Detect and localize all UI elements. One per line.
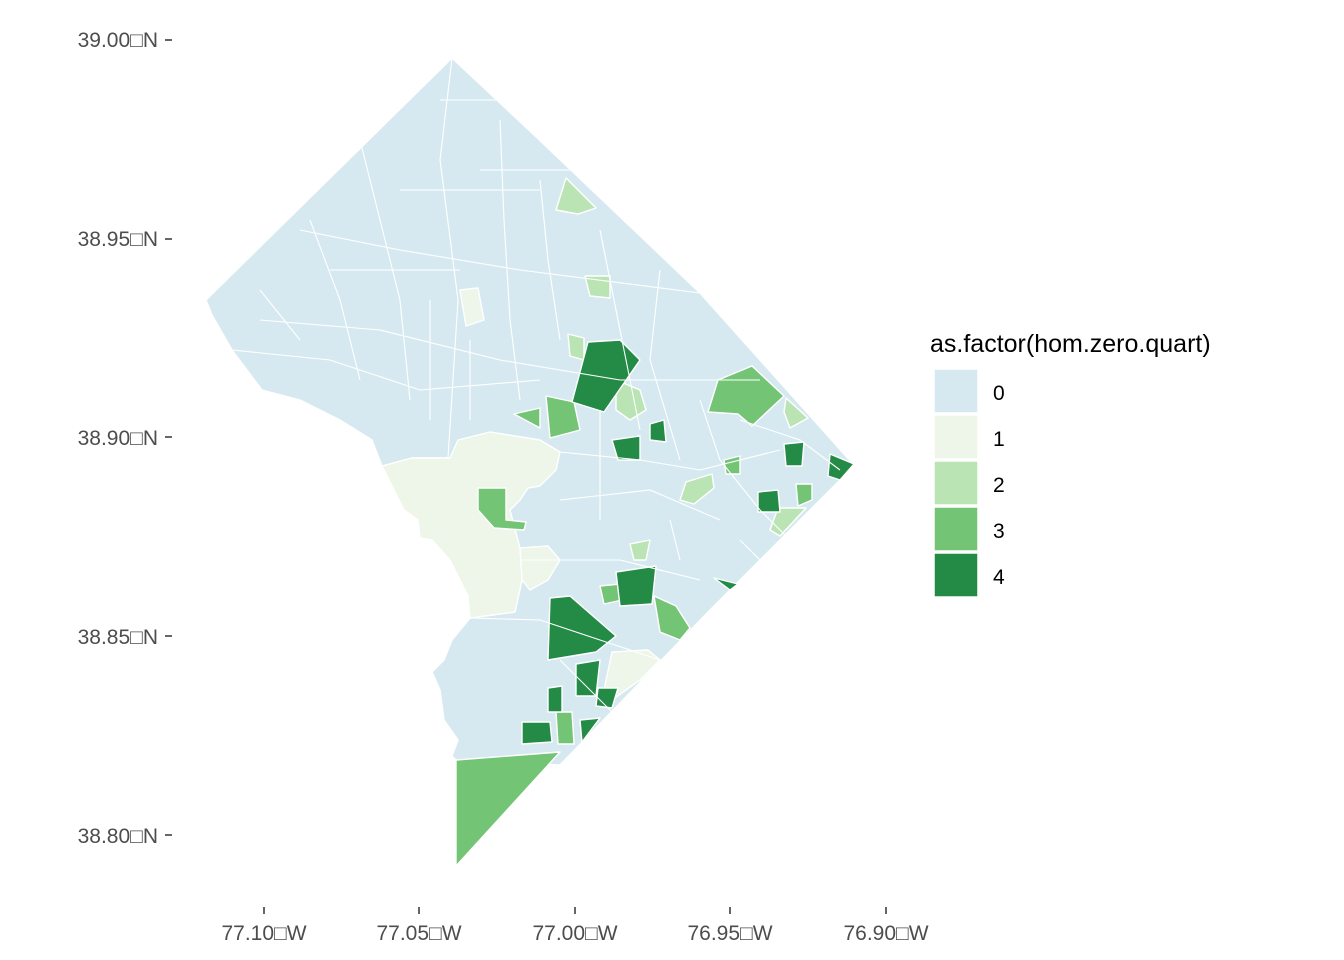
legend-swatch xyxy=(933,414,979,460)
y-tick-label: 38.85□N xyxy=(78,626,158,649)
x-tick-label: 77.05□W xyxy=(376,922,461,945)
tract-boundaries xyxy=(231,57,841,721)
tract-class-1 xyxy=(519,545,561,591)
legend-swatch xyxy=(933,552,979,598)
tract-class-2 xyxy=(555,177,597,215)
tract-class-4 xyxy=(649,419,667,443)
tract-class-4 xyxy=(595,687,619,709)
tract-class-2 xyxy=(615,379,647,421)
tract-class-3 xyxy=(455,751,561,867)
tract-class-4 xyxy=(827,453,855,481)
tract-class-3 xyxy=(555,711,575,745)
x-tick-label: 77.00□W xyxy=(532,922,617,945)
y-tick-label: 38.80□N xyxy=(78,825,158,848)
tract-class-4 xyxy=(521,721,553,745)
legend-swatch xyxy=(933,460,979,506)
y-tick-label: 39.00□N xyxy=(78,29,158,52)
y-tick-label: 38.95□N xyxy=(78,228,158,251)
tract-class-4 xyxy=(547,685,563,713)
tract-class-4 xyxy=(571,339,641,413)
tract-class-3 xyxy=(477,487,527,531)
tract-class-2 xyxy=(567,333,585,361)
tract-class-2 xyxy=(629,539,651,561)
legend-label: 2 xyxy=(993,474,1005,497)
tract-class-3 xyxy=(513,407,541,429)
tract-class-4 xyxy=(757,489,781,513)
tract-class-4 xyxy=(575,659,601,697)
legend-label: 4 xyxy=(993,566,1005,589)
tract-class-2 xyxy=(584,275,611,299)
tract-class-4 xyxy=(713,577,739,591)
tract-class-3 xyxy=(795,483,813,507)
tract-class-3 xyxy=(707,365,785,427)
tract-class-4 xyxy=(615,565,657,607)
legend: as.factor(hom.zero.quart) 0 1 2 3 4 xyxy=(930,330,1211,598)
x-tick-label: 76.90□W xyxy=(843,922,928,945)
tract-class-4 xyxy=(611,435,641,461)
dc-census-tracts xyxy=(205,57,855,867)
tract-class-4 xyxy=(579,717,601,743)
tract-class-4 xyxy=(547,595,617,661)
legend-label: 3 xyxy=(993,520,1005,543)
legend-label: 1 xyxy=(993,428,1005,451)
tract-class-1 xyxy=(459,287,485,327)
tract-class-3 xyxy=(653,595,691,641)
tract-class-1 xyxy=(381,431,561,619)
legend-swatch xyxy=(933,506,979,552)
legend-swatch xyxy=(933,368,979,414)
y-axis: 39.00□N 38.95□N 38.90□N 38.85□N 38.80□N xyxy=(78,29,172,848)
x-tick-label: 76.95□W xyxy=(687,922,772,945)
legend-label: 0 xyxy=(993,382,1005,405)
y-tick-label: 38.90□N xyxy=(78,427,158,450)
tract-class-2 xyxy=(783,397,809,429)
tract-class-3 xyxy=(723,455,741,475)
tract-class-4 xyxy=(783,441,805,467)
x-axis: 77.10□W 77.05□W 77.00□W 76.95□W 76.90□W xyxy=(221,907,929,945)
x-tick-label: 77.10□W xyxy=(221,922,306,945)
legend-title: as.factor(hom.zero.quart) xyxy=(930,330,1211,358)
tract-class-3 xyxy=(545,395,581,439)
tract-class-2 xyxy=(679,473,715,505)
